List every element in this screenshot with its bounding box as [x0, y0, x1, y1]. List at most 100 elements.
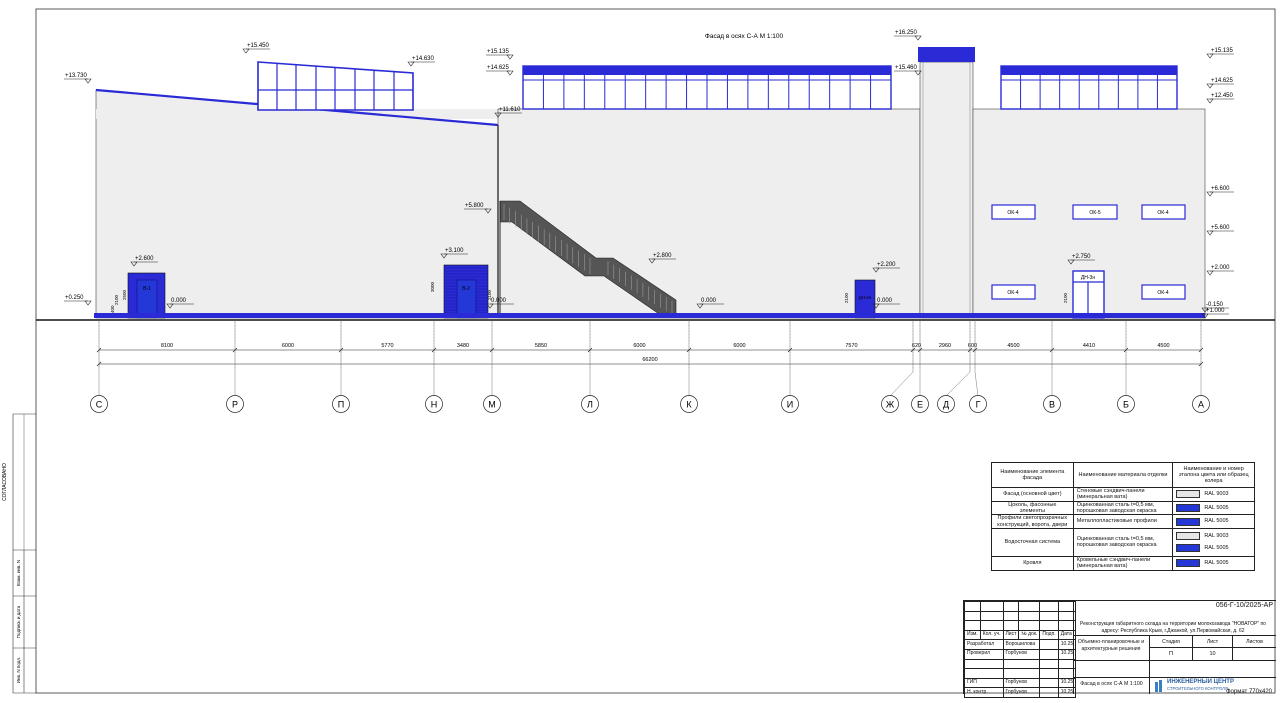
level-text: +15.450	[247, 43, 270, 49]
level-mark: +2.750	[1067, 254, 1095, 265]
level-text: +15.135	[1211, 48, 1234, 54]
tower-roof-cap	[918, 47, 975, 62]
level-mark: +16.250	[894, 30, 922, 41]
axis-marker: Б	[1117, 320, 1135, 413]
stamp-stage-label: Стадия	[1162, 639, 1180, 645]
level-mark: +2.600	[130, 256, 158, 267]
dimension-text: 6000	[733, 343, 745, 349]
axis-label: Л	[587, 400, 593, 410]
stamp-section: Объемно-планировочные и архитектурные ре…	[1077, 639, 1145, 652]
level-mark: 0.000	[872, 298, 900, 309]
legend-color: RAL 9003	[1172, 487, 1255, 502]
level-text: +5.600	[1211, 225, 1230, 231]
level-text: -0.150	[1206, 302, 1224, 308]
stamp-header-cell: Дата	[1057, 629, 1077, 641]
axis-label: С	[96, 400, 103, 410]
svg-text:ОК-4: ОК-4	[1007, 210, 1018, 216]
dimension-text: 600	[968, 343, 977, 349]
level-mark: +5.800	[464, 203, 492, 214]
swatch-blue	[1176, 544, 1201, 553]
door-dim-text: 2100	[1063, 292, 1068, 303]
company-line-2: СТРОИТЕЛЬНОГО КОНТРОЛЯ	[1167, 686, 1228, 691]
legend-header: Наименование материала отделки	[1072, 462, 1174, 488]
legend-element: Кровля	[991, 555, 1074, 571]
dimension-text: 3480	[457, 343, 469, 349]
svg-text:ОК-4: ОК-4	[1157, 210, 1168, 216]
company-logo-icon	[1155, 680, 1162, 692]
axis-marker: В	[1043, 320, 1061, 413]
level-mark: +13.730	[64, 73, 92, 84]
level-text: +2.750	[1072, 254, 1091, 260]
total-dimension-text: 66200	[642, 357, 657, 363]
stamp-header-cell: Лист	[1002, 629, 1020, 641]
level-mark: +14.625	[1206, 78, 1234, 89]
swatch-light	[1176, 532, 1201, 541]
swatch-blue	[1176, 517, 1201, 526]
axis-marker: Н	[425, 320, 443, 413]
level-marks: +13.730 +15.450 +14.630 +15.135 +14.625 +11.6…	[64, 30, 1234, 319]
level-text: +15.135	[487, 49, 510, 55]
level-mark: +11.610	[494, 107, 522, 118]
legend-material: Стеновые сэндвич-панели (минеральная ват…	[1072, 487, 1174, 502]
stamp-role	[964, 658, 1004, 670]
svg-text:ОК-4: ОК-4	[1007, 290, 1018, 296]
level-mark: +12.450	[1206, 93, 1234, 104]
outer-frame	[35, 8, 1276, 694]
stamp-drawing-title: Фасад в осях С-А М 1:100	[1080, 681, 1143, 687]
legend-element: Цоколь, фасонные элементы	[991, 500, 1074, 516]
door-dim-text: 2100	[487, 289, 492, 300]
plinth	[94, 313, 1205, 318]
facade-middle-block	[497, 108, 921, 319]
dimension-text: 2960	[939, 343, 951, 349]
legend-color: RAL 9003 RAL 5005	[1172, 527, 1255, 557]
level-mark: +15.450	[242, 43, 270, 54]
skylight-middle-cap	[523, 66, 891, 75]
level-text: +2.600	[135, 256, 154, 262]
swatch-blue	[1176, 503, 1201, 512]
stamp-name: Горбунов	[1002, 687, 1041, 698]
axis-label: К	[686, 400, 692, 410]
axis-marker: С	[90, 320, 108, 413]
level-text: +14.630	[412, 56, 435, 62]
axis-marker: Л	[581, 320, 599, 413]
sidebar-cell: Инв. N подл.	[16, 657, 21, 683]
svg-text:ОК-4: ОК-4	[1157, 290, 1168, 296]
level-mark: +0.250	[64, 295, 92, 306]
skylight-right-mullions	[1001, 75, 1177, 109]
dimension-text: 4500	[1157, 343, 1169, 349]
stamp-header-cell: Подп.	[1039, 629, 1059, 641]
stamp-code: 056-Г-10/2025-АР	[1215, 602, 1273, 609]
window: ОК-4	[991, 284, 1036, 300]
stamp-sheet: 10	[1209, 651, 1216, 657]
drawing-title: Фасад в осях С-А М 1:100	[705, 33, 784, 40]
axis-label: В	[1049, 400, 1055, 410]
level-mark: +3.100	[440, 248, 468, 259]
sidebar-agreed: СОГЛАСОВАНО	[2, 463, 8, 501]
swatch-light	[1176, 490, 1201, 499]
stamp-project: Реконструкция габаритного склада на терр…	[1080, 621, 1266, 634]
legend-header: Наименование и номер эталона цвета или о…	[1172, 462, 1255, 488]
swatch-blue	[1176, 559, 1201, 568]
level-mark: +5.600	[1206, 225, 1234, 236]
dimension-chain: 8100 6000 5770 3480 5850 6000 6000 7570 620 2960 6…	[96, 322, 1204, 368]
level-text: +1.000	[1206, 308, 1225, 314]
dimension-text: 4500	[1007, 343, 1019, 349]
stamp-stage: П	[1169, 651, 1173, 657]
level-text: +16.250	[895, 30, 918, 36]
skylight-middle-mullions	[523, 75, 891, 109]
door-dim-text: 2100	[844, 292, 849, 303]
level-mark: -0.150	[1201, 302, 1229, 313]
dimension-text: 4410	[1083, 343, 1095, 349]
facade-roof-strip	[96, 109, 498, 119]
facade-stair-tower	[919, 61, 974, 319]
stamp-name	[1002, 658, 1041, 670]
level-text: +2.000	[1211, 265, 1230, 271]
stamp-header-cell: Изм.	[964, 629, 981, 641]
legend-material: Оцинкованная сталь t=0,5 мм, порошковая …	[1072, 500, 1174, 516]
skylight-left-mullions	[258, 64, 413, 110]
stamp-role: ГИП	[964, 677, 1004, 689]
axis-label: И	[787, 400, 793, 410]
door-dim-text: 2500	[122, 289, 127, 300]
